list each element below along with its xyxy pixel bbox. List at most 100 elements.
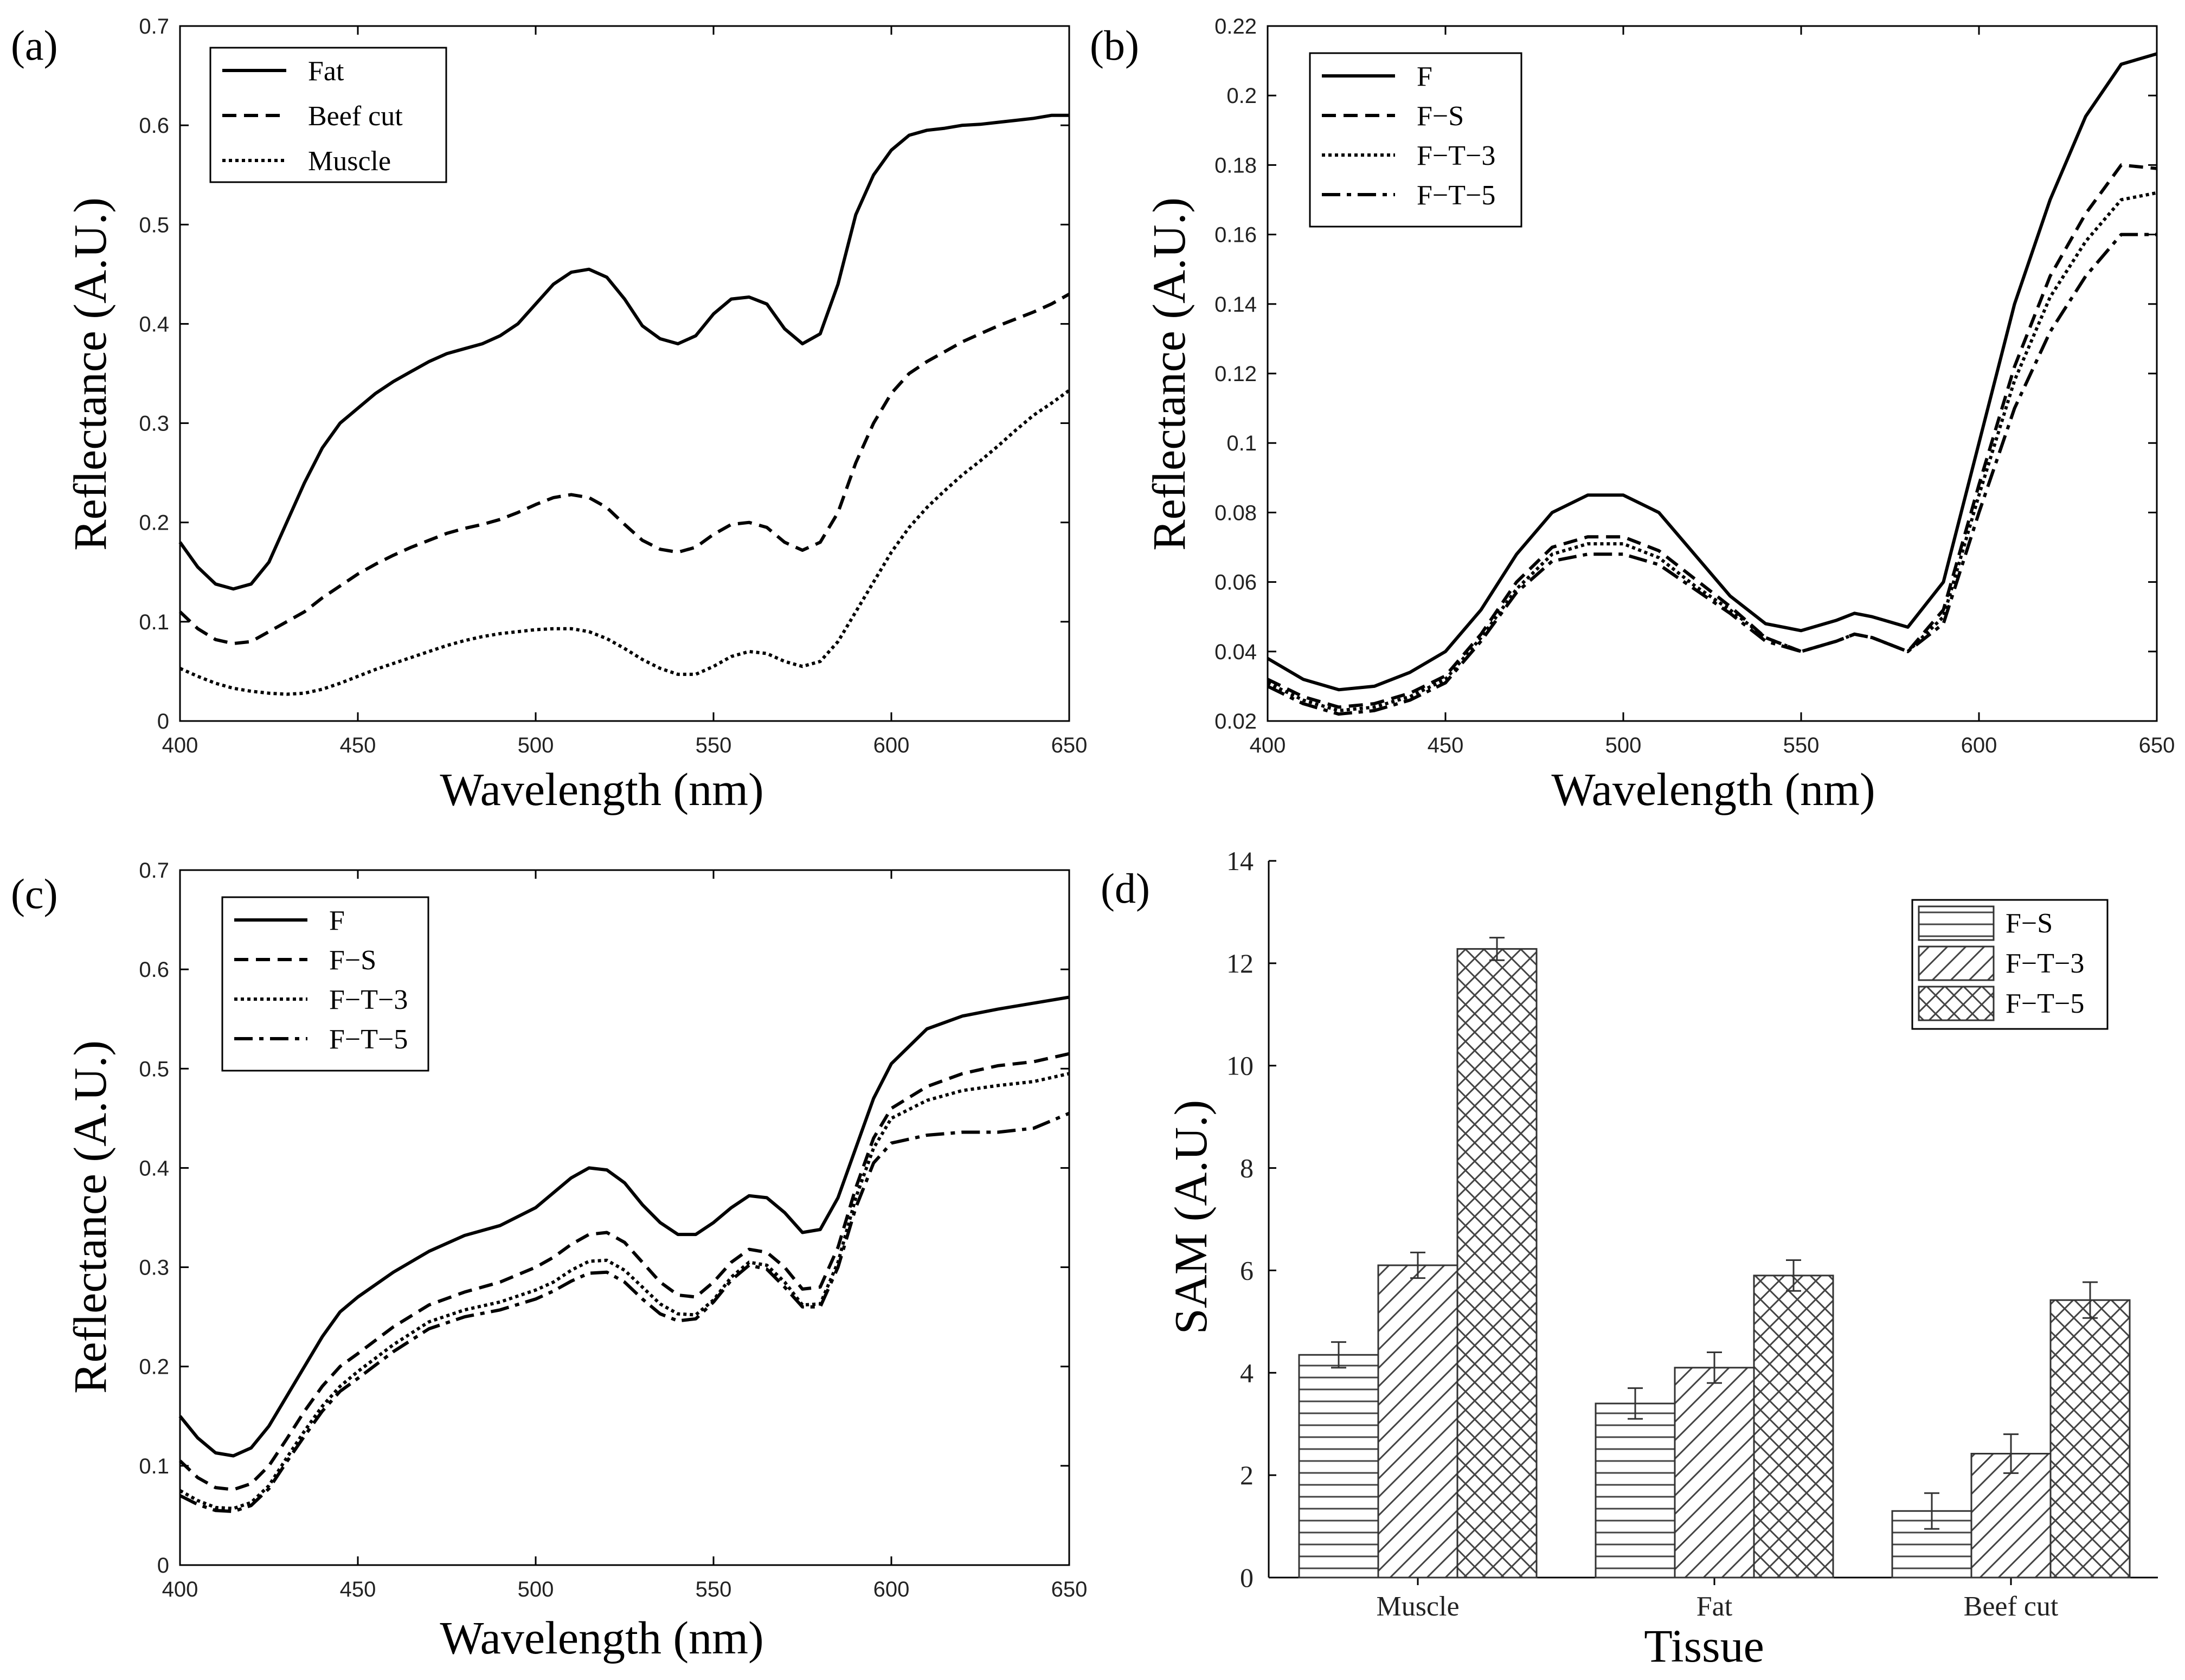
y-tick-label-d-5: 10: [1226, 1051, 1254, 1081]
legend-label-d-2: F−T−5: [2006, 988, 2084, 1019]
x-tick-label-b-2: 500: [1605, 733, 1642, 757]
panel-label-c: (c): [11, 870, 58, 917]
y-tick-label-b-0: 0.02: [1214, 710, 1257, 733]
x-tick-label-c-0: 400: [162, 1578, 198, 1601]
legend-d: F−S F−T−3 F−T−5: [1911, 899, 2109, 1030]
y-tick-label-c-2: 0.2: [139, 1355, 169, 1379]
bars-d: [1298, 937, 2131, 1579]
legend-label-c-2: F−T−3: [329, 984, 408, 1015]
x-tick-label-c-5: 650: [1051, 1578, 1088, 1601]
bar-2-2: [2049, 1299, 2131, 1579]
legend-label-b-1: F−S: [1417, 101, 1464, 132]
category-label-0: Muscle: [1376, 1591, 1459, 1622]
y-tick-label-d-4: 8: [1240, 1153, 1254, 1183]
y-tick-label-a-6: 0.6: [139, 114, 169, 138]
y-tick-label-b-1: 0.04: [1214, 640, 1257, 664]
x-axis-title-a: Wavelength (nm): [440, 763, 763, 815]
y-axis-title-b: Reflectance (A.U.): [1143, 197, 1195, 551]
y-tick-label-a-7: 0.7: [139, 15, 169, 38]
x-tick-label-a-0: 400: [162, 733, 198, 757]
y-tick-label-d-0: 0: [1240, 1562, 1254, 1593]
series-line-b-3: [1267, 233, 2157, 716]
axis-ticks-a: 400 450 500 550 600 650 0 0.1 0.2 0.3 0.4 0.5 0.6 0.7: [139, 15, 1087, 757]
bar-1-0: [1595, 1402, 1676, 1579]
legend-label-d-1: F−T−3: [2006, 948, 2084, 979]
y-tick-label-d-7: 14: [1226, 846, 1254, 876]
legend-swatch-d-1: [1918, 945, 1995, 981]
legend-a: Fat Beef cut Muscle: [209, 47, 447, 183]
y-tick-label-d-2: 4: [1240, 1357, 1254, 1388]
legend-b: F F−S F−T−3 F−T−5: [1309, 52, 1522, 228]
series-line-c-0: [178, 995, 1070, 1458]
axis-ticks-d: 0 2 4 6 8 10 12 14 Muscle Fat Beef cut: [1226, 846, 2059, 1622]
bar-0-1: [1377, 1264, 1458, 1579]
axis-ticks-b: 400 450 500 550 600 650 0.02 0.04 0.06 0.08 0.1 0.1…: [1214, 15, 2175, 757]
legend-label-c-0: F: [329, 905, 345, 936]
plot-frame-a: [179, 25, 1070, 722]
bar-1-2: [1753, 1275, 1834, 1579]
y-tick-label-c-1: 0.1: [139, 1454, 169, 1478]
panel-b: (b) 400 450 500 550 600 650 0.02 0.04 0.06 0.08 0.…: [1090, 15, 2175, 815]
y-tick-label-d-6: 12: [1226, 948, 1254, 979]
y-axis-title-c: Reflectance (A.U.): [64, 1040, 116, 1394]
series-line-a-0: [178, 113, 1069, 591]
legend-label-d-0: F−S: [2006, 908, 2053, 939]
series-line-a-2: [179, 389, 1070, 696]
series-line-c-2: [179, 1072, 1070, 1510]
y-tick-label-b-4: 0.1: [1226, 432, 1257, 455]
panel-a: (a) 400 450 500 550 600 650 0 0.1 0.2 0.3 0.4 0.5 0.…: [11, 15, 1087, 815]
y-tick-label-b-7: 0.16: [1214, 223, 1257, 247]
category-label-2: Beef cut: [1964, 1591, 2059, 1622]
legend-box-c: [221, 896, 429, 1072]
panel-label-d: (d): [1101, 865, 1150, 912]
legend-label-b-3: F−T−5: [1417, 180, 1495, 211]
series-lines-b: [1267, 52, 2157, 716]
x-tick-label-a-5: 650: [1051, 733, 1088, 757]
x-axis-title-d: Tissue: [1644, 1620, 1764, 1672]
x-tick-label-b-4: 600: [1961, 733, 1997, 757]
y-tick-label-c-4: 0.4: [139, 1156, 169, 1180]
x-tick-label-b-5: 650: [2139, 733, 2175, 757]
y-tick-label-c-3: 0.3: [139, 1256, 169, 1280]
x-tick-label-a-4: 600: [873, 733, 910, 757]
y-tick-label-a-1: 0.1: [139, 610, 169, 634]
y-tick-label-b-2: 0.06: [1214, 571, 1257, 595]
y-tick-label-c-6: 0.6: [139, 958, 169, 982]
x-tick-label-b-0: 400: [1250, 733, 1286, 757]
y-tick-label-b-3: 0.08: [1214, 501, 1257, 525]
series-line-c-1: [178, 1052, 1070, 1491]
legend-label-b-0: F: [1417, 61, 1432, 92]
y-tick-label-d-1: 2: [1240, 1460, 1254, 1490]
y-tick-label-b-10: 0.22: [1214, 15, 1257, 38]
y-tick-label-c-7: 0.7: [139, 859, 169, 883]
y-axis-title-d: SAM (A.U.): [1165, 1100, 1217, 1334]
y-axis-title-a: Reflectance (A.U.): [64, 197, 116, 551]
y-tick-label-d-3: 6: [1240, 1255, 1254, 1285]
series-line-c-3: [179, 1111, 1070, 1514]
series-lines-a: [178, 113, 1070, 696]
series-line-b-0: [1267, 52, 2157, 692]
axis-ticks-c: 400 450 500 550 600 650 0 0.1 0.2 0.3 0.4 0.5 0.6 0.7: [139, 859, 1087, 1601]
x-tick-label-a-1: 450: [340, 733, 376, 757]
legend-label-c-1: F−S: [329, 945, 376, 976]
series-line-b-2: [1267, 191, 2157, 712]
y-tick-label-a-3: 0.3: [139, 412, 169, 436]
legend-label-c-3: F−T−5: [329, 1024, 408, 1055]
legend-box-b: [1309, 52, 1522, 228]
legend-label-a-2: Muscle: [308, 146, 391, 177]
category-label-1: Fat: [1696, 1591, 1733, 1622]
bar-0-2: [1456, 948, 1538, 1579]
x-tick-label-c-1: 450: [340, 1578, 376, 1601]
y-tick-label-b-6: 0.14: [1214, 293, 1257, 317]
panel-c: (c) 400 450 500 550 600 650 0 0.1 0.2 0.3 0.4 0.5 0.…: [11, 859, 1087, 1664]
bar-1-1: [1674, 1367, 1755, 1579]
legend-swatch-d-0: [1918, 905, 1995, 941]
x-tick-label-a-3: 550: [696, 733, 732, 757]
y-tick-label-a-4: 0.4: [139, 312, 169, 336]
legend-swatch-d-2: [1918, 986, 1995, 1021]
x-tick-label-b-1: 450: [1428, 733, 1464, 757]
legend-label-a-0: Fat: [308, 56, 344, 87]
legend-c: F F−S F−T−3 F−T−5: [221, 896, 429, 1072]
x-tick-label-c-2: 500: [518, 1578, 554, 1601]
